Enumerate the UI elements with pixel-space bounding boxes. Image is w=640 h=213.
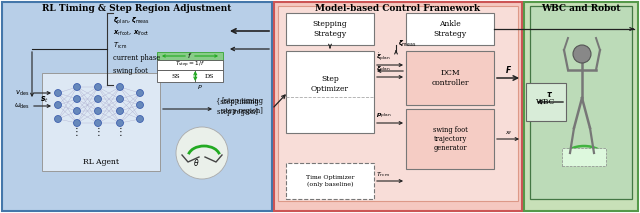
Text: $v_\mathrm{des}$: $v_\mathrm{des}$ — [15, 88, 30, 98]
Text: Ankle
Strategy: Ankle Strategy — [433, 20, 467, 38]
Circle shape — [54, 89, 61, 96]
Circle shape — [116, 83, 124, 91]
Text: [step timing
step region]: [step timing step region] — [222, 97, 263, 115]
Text: $T_\mathrm{rcm}$: $T_\mathrm{rcm}$ — [376, 170, 390, 179]
Text: $\theta$: $\theta$ — [193, 157, 199, 168]
Text: $\boldsymbol{F}$: $\boldsymbol{F}$ — [506, 64, 513, 75]
Text: $f$: $f$ — [188, 52, 193, 60]
Circle shape — [74, 95, 81, 102]
Text: ⋮: ⋮ — [93, 127, 103, 137]
Bar — [562, 148, 606, 166]
Bar — [157, 60, 223, 70]
Text: RL Timing & Step Region Adjustment: RL Timing & Step Region Adjustment — [42, 4, 232, 13]
Bar — [526, 83, 566, 121]
Bar — [195, 70, 223, 82]
Bar — [157, 52, 223, 60]
Text: DS: DS — [204, 73, 214, 79]
Text: $\omega_\mathrm{des}$: $\omega_\mathrm{des}$ — [14, 101, 30, 111]
Circle shape — [74, 108, 81, 115]
Text: $T_\mathrm{rcm}$: $T_\mathrm{rcm}$ — [113, 41, 127, 51]
Circle shape — [116, 95, 124, 102]
Text: ⋮: ⋮ — [72, 127, 82, 137]
Text: SS: SS — [172, 73, 180, 79]
Text: DCM
controller: DCM controller — [431, 69, 468, 87]
Bar — [2, 2, 272, 211]
Bar — [524, 2, 638, 211]
Text: $\boldsymbol{x}_\mathrm{rfoot}$, $\boldsymbol{x}_\mathrm{lfoot}$: $\boldsymbol{x}_\mathrm{rfoot}$, $\bolds… — [113, 29, 150, 38]
Text: swing foot: swing foot — [113, 67, 148, 75]
Bar — [274, 2, 522, 211]
Text: $\boldsymbol{s}_t$: $\boldsymbol{s}_t$ — [40, 95, 49, 105]
Circle shape — [116, 119, 124, 127]
Text: $\dot{\boldsymbol{\xi}}_\mathrm{plan}$: $\dot{\boldsymbol{\xi}}_\mathrm{plan}$ — [376, 51, 391, 63]
Text: $\boldsymbol{\xi}_\mathrm{plan}$: $\boldsymbol{\xi}_\mathrm{plan}$ — [376, 65, 391, 75]
Bar — [406, 51, 494, 105]
Text: Time Optimizer
(only baseline): Time Optimizer (only baseline) — [306, 176, 354, 187]
Bar — [278, 6, 518, 201]
Text: WBC and Robot: WBC and Robot — [541, 4, 621, 13]
Circle shape — [136, 102, 143, 108]
Text: Stepping
Strategy: Stepping Strategy — [312, 20, 348, 38]
Circle shape — [54, 102, 61, 108]
Text: $\boldsymbol{\xi}_\mathrm{plan}$, $\boldsymbol{\xi}_\mathrm{meas}$: $\boldsymbol{\xi}_\mathrm{plan}$, $\bold… — [113, 15, 150, 27]
Circle shape — [116, 108, 124, 115]
Bar — [286, 163, 374, 199]
Circle shape — [74, 83, 81, 91]
Text: Step
Optimizer: Step Optimizer — [311, 75, 349, 93]
Text: RL Agent: RL Agent — [83, 158, 119, 166]
Circle shape — [95, 95, 102, 102]
Bar — [42, 73, 160, 171]
Circle shape — [74, 119, 81, 127]
Bar — [530, 6, 632, 199]
Circle shape — [95, 83, 102, 91]
Text: $x_f$: $x_f$ — [505, 129, 513, 137]
Text: $\boldsymbol{p}_\mathrm{plan}$: $\boldsymbol{p}_\mathrm{plan}$ — [376, 112, 392, 121]
Circle shape — [573, 45, 591, 63]
Text: $P$: $P$ — [197, 83, 203, 91]
Text: Model-based Control Framework: Model-based Control Framework — [316, 4, 481, 13]
Text: $\boldsymbol{\tau}$: $\boldsymbol{\tau}$ — [547, 90, 554, 99]
Bar — [286, 51, 374, 133]
Text: $T_\mathrm{step}=1/f$: $T_\mathrm{step}=1/f$ — [175, 60, 205, 70]
Text: $\boldsymbol{\xi}_\mathrm{meas}$: $\boldsymbol{\xi}_\mathrm{meas}$ — [398, 39, 417, 49]
Bar — [406, 13, 494, 45]
Bar — [157, 70, 195, 82]
Circle shape — [54, 115, 61, 122]
Circle shape — [95, 119, 102, 127]
Bar — [406, 109, 494, 169]
Text: ⋮: ⋮ — [115, 127, 125, 137]
Circle shape — [136, 115, 143, 122]
Circle shape — [176, 127, 228, 179]
Bar — [286, 13, 374, 45]
Text: swing foot
trajectory
generator: swing foot trajectory generator — [433, 126, 467, 152]
Text: {​step timing
step region]: {​step timing step region] — [216, 98, 259, 116]
Circle shape — [136, 89, 143, 96]
Text: current phase: current phase — [113, 55, 160, 62]
Circle shape — [95, 108, 102, 115]
Text: WBC: WBC — [536, 98, 556, 106]
